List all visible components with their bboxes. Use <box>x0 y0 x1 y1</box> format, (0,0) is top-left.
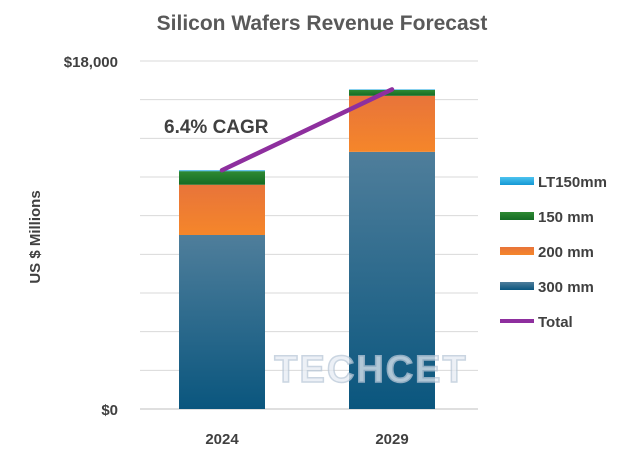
legend-label: Total <box>538 314 573 331</box>
legend-label: LT150mm <box>538 174 607 191</box>
legend-label: 150 mm <box>538 209 594 226</box>
x-tick-label: 2029 <box>375 431 408 448</box>
y-tick-labels: $0 $18,000 <box>64 54 118 419</box>
y-axis-label: US $ Millions <box>27 190 44 283</box>
cagr-annotation: 6.4% CAGR <box>164 117 269 138</box>
total-line <box>219 87 395 173</box>
legend-label: 200 mm <box>538 244 594 261</box>
legend-swatch-lt150mm <box>500 177 534 185</box>
legend-swatch-300mm <box>500 282 534 290</box>
bar-200mm-2024 <box>179 184 265 235</box>
bars <box>179 89 435 409</box>
bar-300mm-2029 <box>349 151 435 409</box>
x-tick-label: 2024 <box>205 431 239 448</box>
legend-label: 300 mm <box>538 279 594 296</box>
bar-150mm-2029 <box>349 90 435 96</box>
legend-swatch-200mm <box>500 247 534 255</box>
y-tick-label: $18,000 <box>64 54 118 71</box>
y-tick-label: $0 <box>101 402 118 419</box>
legend-swatch-150mm <box>500 212 534 220</box>
bar-150mm-2024 <box>179 171 265 185</box>
legend: LT150mm 150 mm 200 mm 300 mm Total <box>500 174 607 331</box>
watermark: TECHCET <box>274 349 467 391</box>
x-tick-labels: 2024 2029 <box>205 431 408 448</box>
total-series-line <box>219 87 395 173</box>
chart-title: Silicon Wafers Revenue Forecast <box>157 12 488 35</box>
bar-300mm-2024 <box>179 235 265 409</box>
